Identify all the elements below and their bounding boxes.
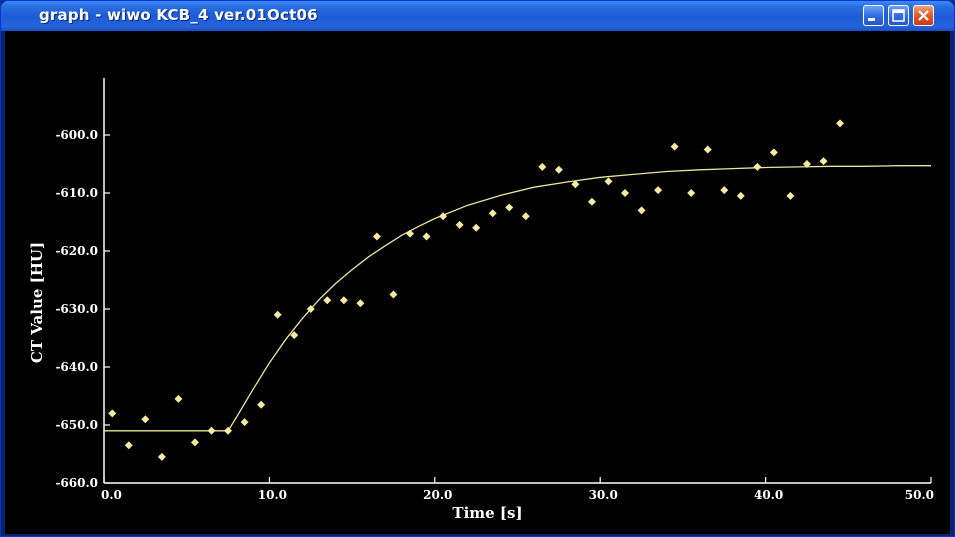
y-tick-label: -620.0 [55, 244, 98, 258]
maximize-icon [892, 9, 905, 22]
y-tick-label: -610.0 [55, 186, 98, 200]
data-point [521, 212, 530, 221]
plot-area: -600.0 -610.0 -620.0 -630.0 -640.0 -650.0 -660… [5, 31, 950, 534]
data-point [389, 290, 398, 299]
x-tick-label: 0.0 [101, 488, 122, 502]
data-point [224, 426, 233, 435]
y-tick-label: -640.0 [55, 360, 98, 374]
data-point [720, 186, 729, 195]
x-tick-label: 20.0 [423, 488, 452, 502]
data-point [405, 229, 414, 238]
x-tick-label: 10.0 [258, 488, 287, 502]
data-point [306, 305, 315, 313]
data-point [372, 232, 381, 241]
data-point [108, 409, 117, 418]
data-point [621, 189, 630, 197]
data-point [654, 186, 663, 195]
data-point [786, 191, 795, 200]
data-point [240, 418, 249, 427]
y-tick-label: -630.0 [55, 302, 98, 316]
fit-curve-line [104, 165, 931, 432]
y-axis-title: CT Value [HU] [28, 242, 46, 363]
x-tick-label: 40.0 [754, 488, 783, 502]
ct-curve-chart: -600.0 -610.0 -620.0 -630.0 -640.0 -650.0 -660… [28, 78, 934, 522]
data-point [323, 296, 332, 305]
x-axis-title: Time [s] [452, 504, 522, 522]
data-point [687, 189, 696, 197]
data-point [836, 119, 845, 128]
data-point [124, 441, 133, 450]
data-point [670, 142, 679, 151]
data-point [769, 148, 778, 157]
data-point [753, 162, 762, 171]
data-point [455, 220, 464, 229]
data-point [273, 310, 282, 319]
data-point [356, 299, 365, 308]
minimize-button[interactable] [863, 5, 884, 26]
data-point [290, 331, 299, 340]
data-point [488, 209, 497, 218]
y-tick-label: -600.0 [55, 128, 98, 142]
data-point [587, 197, 596, 206]
data-point [819, 157, 828, 166]
data-point [174, 394, 183, 403]
data-point [736, 191, 745, 200]
data-point [703, 145, 712, 154]
data-point [554, 165, 563, 174]
data-point [472, 223, 481, 232]
data-point [604, 177, 613, 186]
maximize-button[interactable] [888, 5, 909, 26]
data-point [505, 203, 514, 212]
y-tick-label: -650.0 [55, 418, 98, 432]
close-icon [918, 10, 929, 21]
data-point [439, 212, 448, 221]
data-point [422, 232, 431, 241]
data-point [257, 400, 266, 409]
title-bar[interactable]: graph - wiwo KCB_4 ver.01Oct06 [1, 1, 954, 31]
window-title: graph - wiwo KCB_4 ver.01Oct06 [39, 6, 318, 24]
data-point [157, 452, 166, 461]
x-tick-label: 50.0 [905, 488, 934, 502]
data-point [207, 426, 216, 435]
data-point [141, 415, 150, 424]
data-point [339, 296, 348, 305]
data-point [538, 162, 547, 171]
data-point [637, 206, 646, 215]
data-point [571, 180, 580, 189]
data-point [190, 438, 199, 447]
y-tick-label: -660.0 [55, 476, 98, 490]
x-tick-label: 30.0 [589, 488, 618, 502]
close-button[interactable] [913, 5, 934, 26]
minimize-icon [868, 18, 875, 21]
data-point [802, 160, 811, 168]
